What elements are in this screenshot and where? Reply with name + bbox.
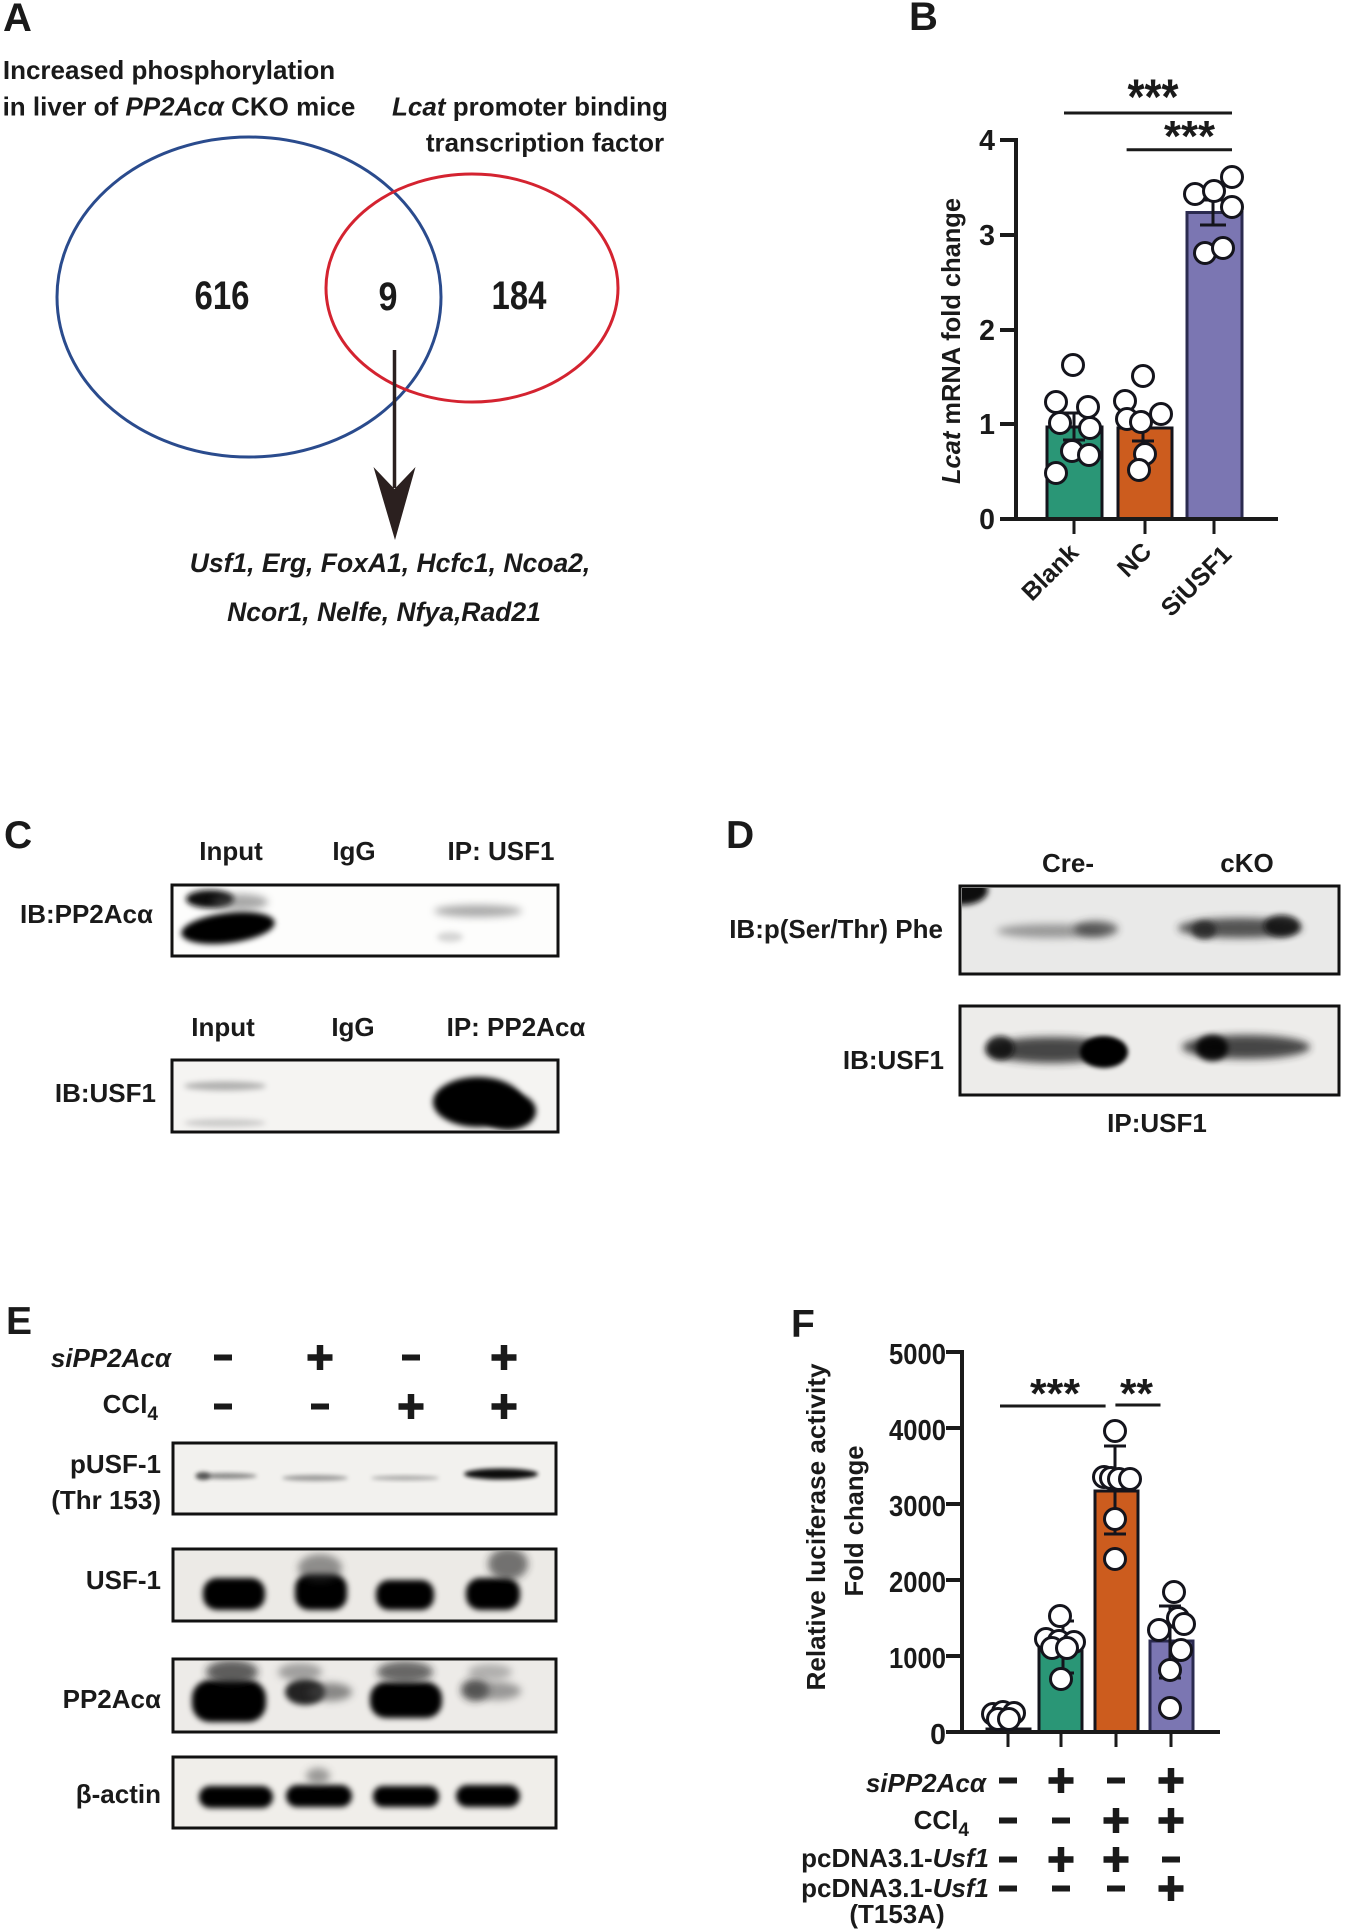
svg-text:(T153A): (T153A) [849,1899,944,1929]
svg-text:IP: PP2Acα: IP: PP2Acα [447,1012,586,1042]
svg-text:(Thr 153): (Thr 153) [51,1485,161,1515]
svg-text:Relative luciferase activity: Relative luciferase activity [801,1363,831,1691]
svg-text:Input: Input [199,836,263,866]
svg-text:***: *** [1164,112,1216,161]
svg-text:IB:USF1: IB:USF1 [843,1045,944,1075]
svg-text:IP:USF1: IP:USF1 [1107,1108,1207,1138]
svg-text:1000: 1000 [889,1643,946,1675]
svg-text:B: B [909,0,938,39]
svg-text:pcDNA3.1-Usf1: pcDNA3.1-Usf1 [801,1873,989,1903]
svg-text:3: 3 [979,220,995,252]
svg-text:pUSF-1: pUSF-1 [70,1449,161,1479]
svg-text:0: 0 [979,504,995,536]
svg-text:Input: Input [191,1012,255,1042]
svg-text:Lcat mRNA fold change: Lcat mRNA fold change [936,198,966,484]
svg-text:Cre-: Cre- [1042,848,1094,878]
svg-text:transcription factor: transcription factor [426,128,664,158]
svg-text:pcDNA3.1-Usf1: pcDNA3.1-Usf1 [801,1843,989,1873]
svg-text:cKO: cKO [1220,848,1273,878]
svg-text:SiUSF1: SiUSF1 [1156,540,1238,622]
svg-text:Blank: Blank [1016,538,1084,606]
svg-text:siPP2Acα: siPP2Acα [866,1768,988,1798]
svg-text:3000: 3000 [889,1491,946,1523]
svg-text:2000: 2000 [889,1567,946,1599]
svg-text:CCl4: CCl4 [103,1389,159,1425]
svg-text:***: *** [1128,69,1179,125]
svg-text:1: 1 [979,409,995,441]
svg-text:CCl4: CCl4 [914,1805,970,1841]
svg-text:in liver of PP2Acα CKO mice: in liver of PP2Acα CKO mice [3,92,356,122]
svg-text:C: C [4,814,32,857]
svg-text:***: *** [1030,1370,1081,1417]
svg-text:IgG: IgG [332,836,375,866]
svg-text:D: D [726,814,754,857]
svg-text:IP: USF1: IP: USF1 [448,836,555,866]
svg-text:Fold change: Fold change [839,1446,869,1597]
svg-text:616: 616 [195,274,250,318]
svg-text:0: 0 [930,1719,946,1751]
svg-text:F: F [791,1303,815,1346]
svg-text:NC: NC [1112,537,1157,582]
svg-text:4000: 4000 [889,1415,946,1447]
svg-text:Usf1, Erg, FoxA1, Hcfc1, Ncoa2: Usf1, Erg, FoxA1, Hcfc1, Ncoa2, [190,548,591,578]
svg-text:Increased phosphorylation: Increased phosphorylation [3,55,335,85]
svg-text:IB:USF1: IB:USF1 [55,1078,156,1108]
svg-text:E: E [6,1300,32,1343]
svg-text:siPP2Acα: siPP2Acα [51,1343,173,1373]
svg-text:IB:PP2Acα: IB:PP2Acα [20,899,153,929]
svg-text:IB:p(Ser/Thr) Phe: IB:p(Ser/Thr) Phe [729,914,943,944]
svg-text:A: A [3,0,32,40]
svg-text:184: 184 [492,274,548,318]
svg-text:IgG: IgG [331,1012,374,1042]
svg-text:5000: 5000 [889,1339,946,1371]
svg-text:USF-1: USF-1 [86,1565,161,1595]
svg-text:9: 9 [379,275,398,319]
svg-text:Lcat promoter binding: Lcat promoter binding [392,92,668,122]
svg-text:PP2Acα: PP2Acα [63,1684,161,1714]
svg-text:Ncor1, Nelfe, Nfya,Rad21: Ncor1, Nelfe, Nfya,Rad21 [227,597,541,627]
svg-text:4: 4 [979,125,995,157]
svg-text:2: 2 [979,315,995,347]
svg-text:**: ** [1120,1370,1154,1417]
svg-text:β-actin: β-actin [76,1779,161,1809]
